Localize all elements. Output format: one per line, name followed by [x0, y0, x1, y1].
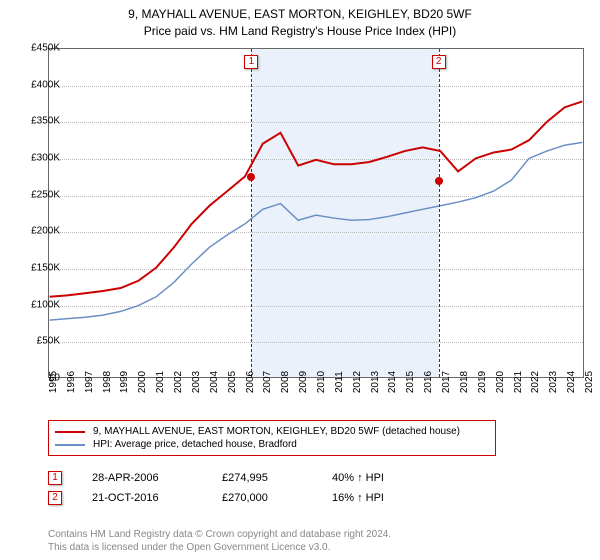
x-axis-label: 2009 — [298, 371, 309, 393]
x-axis-label: 1998 — [102, 371, 113, 393]
x-axis-label: 2008 — [280, 371, 291, 393]
x-axis-label: 2002 — [173, 371, 184, 393]
legend-row-hpi: HPI: Average price, detached house, Brad… — [55, 438, 489, 451]
x-axis-label: 2022 — [530, 371, 541, 393]
legend: 9, MAYHALL AVENUE, EAST MORTON, KEIGHLEY… — [48, 420, 496, 456]
y-axis-label: £450K — [31, 43, 60, 54]
event-dot — [247, 173, 255, 181]
x-axis-label: 2017 — [441, 371, 452, 393]
event-date-1: 28-APR-2006 — [92, 472, 192, 484]
y-axis-label: £300K — [31, 153, 60, 164]
x-axis-label: 2021 — [513, 371, 524, 393]
x-axis-label: 2023 — [548, 371, 559, 393]
footer-line-1: Contains HM Land Registry data © Crown c… — [48, 528, 391, 541]
event-dot — [435, 177, 443, 185]
x-axis-label: 2018 — [459, 371, 470, 393]
y-axis-label: £150K — [31, 263, 60, 274]
event-row-1: 1 28-APR-2006 £274,995 40% ↑ HPI — [48, 468, 422, 488]
chart-title: 9, MAYHALL AVENUE, EAST MORTON, KEIGHLEY… — [0, 0, 600, 40]
x-axis-label: 2001 — [155, 371, 166, 393]
legend-label-property: 9, MAYHALL AVENUE, EAST MORTON, KEIGHLEY… — [93, 426, 460, 437]
event-diff-1: 40% ↑ HPI — [332, 472, 422, 484]
x-axis-label: 2004 — [209, 371, 220, 393]
plot-area: 12 — [48, 48, 584, 378]
legend-swatch-property — [55, 431, 85, 433]
x-axis-label: 2000 — [137, 371, 148, 393]
x-axis-label: 2007 — [262, 371, 273, 393]
footer-line-2: This data is licensed under the Open Gov… — [48, 541, 391, 554]
legend-swatch-hpi — [55, 444, 85, 446]
x-axis-label: 2016 — [423, 371, 434, 393]
event-marker-2: 2 — [48, 491, 62, 505]
event-diff-2: 16% ↑ HPI — [332, 492, 422, 504]
event-price-1: £274,995 — [222, 472, 302, 484]
event-marker-1: 1 — [48, 471, 62, 485]
y-axis-label: £350K — [31, 116, 60, 127]
legend-label-hpi: HPI: Average price, detached house, Brad… — [93, 439, 297, 450]
y-axis-label: £50K — [37, 336, 60, 347]
series-hpi — [50, 142, 583, 320]
x-axis-label: 1995 — [48, 371, 59, 393]
x-axis-label: 2011 — [334, 371, 345, 393]
events-table: 1 28-APR-2006 £274,995 40% ↑ HPI 2 21-OC… — [48, 468, 422, 508]
event-line — [439, 49, 440, 377]
series-property — [50, 101, 583, 296]
x-axis-label: 2013 — [370, 371, 381, 393]
x-axis-label: 1996 — [66, 371, 77, 393]
x-axis-label: 2025 — [584, 371, 595, 393]
y-axis-label: £200K — [31, 226, 60, 237]
x-axis-label: 1997 — [84, 371, 95, 393]
x-axis-label: 2010 — [316, 371, 327, 393]
x-axis-label: 2005 — [227, 371, 238, 393]
x-axis-label: 2003 — [191, 371, 202, 393]
x-axis-label: 2006 — [245, 371, 256, 393]
x-axis-label: 1999 — [119, 371, 130, 393]
event-price-2: £270,000 — [222, 492, 302, 504]
event-box: 2 — [432, 55, 446, 69]
title-line-2: Price paid vs. HM Land Registry's House … — [0, 23, 600, 40]
event-line — [251, 49, 252, 377]
series-svg — [49, 49, 583, 377]
x-axis-label: 2020 — [495, 371, 506, 393]
x-axis-label: 2019 — [477, 371, 488, 393]
legend-row-property: 9, MAYHALL AVENUE, EAST MORTON, KEIGHLEY… — [55, 425, 489, 438]
y-axis-label: £400K — [31, 79, 60, 90]
x-axis-label: 2015 — [405, 371, 416, 393]
y-axis-label: £250K — [31, 189, 60, 200]
footer: Contains HM Land Registry data © Crown c… — [48, 528, 391, 554]
y-axis-label: £100K — [31, 299, 60, 310]
x-axis-label: 2024 — [566, 371, 577, 393]
x-axis-label: 2012 — [352, 371, 363, 393]
event-row-2: 2 21-OCT-2016 £270,000 16% ↑ HPI — [48, 488, 422, 508]
event-box: 1 — [244, 55, 258, 69]
x-axis-label: 2014 — [387, 371, 398, 393]
event-date-2: 21-OCT-2016 — [92, 492, 192, 504]
title-line-1: 9, MAYHALL AVENUE, EAST MORTON, KEIGHLEY… — [0, 6, 600, 23]
chart-container: 9, MAYHALL AVENUE, EAST MORTON, KEIGHLEY… — [0, 0, 600, 560]
